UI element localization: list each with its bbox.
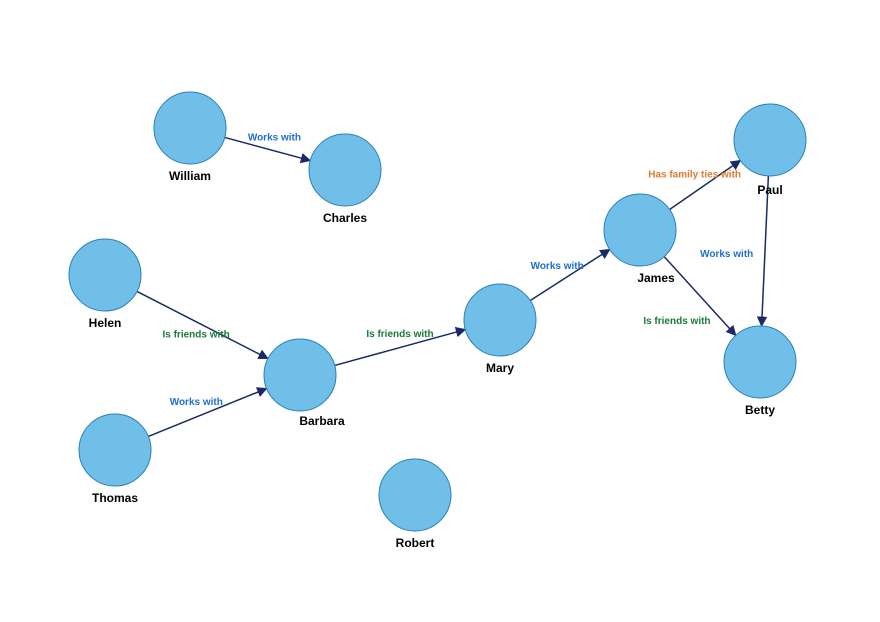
edge-james-paul xyxy=(670,160,741,209)
edge-label-william-charles: Works with xyxy=(248,133,301,144)
node-label-william: William xyxy=(169,169,211,183)
node-barbara[interactable] xyxy=(264,339,336,411)
node-label-charles: Charles xyxy=(323,211,367,225)
node-label-helen: Helen xyxy=(89,316,122,330)
node-label-betty: Betty xyxy=(745,403,775,417)
node-label-mary: Mary xyxy=(486,361,514,375)
node-charles[interactable] xyxy=(309,134,381,206)
node-mary[interactable] xyxy=(464,284,536,356)
node-paul[interactable] xyxy=(734,104,806,176)
node-label-james: James xyxy=(637,271,675,285)
node-label-barbara: Barbara xyxy=(299,414,345,428)
node-helen[interactable] xyxy=(69,239,141,311)
node-robert[interactable] xyxy=(379,459,451,531)
edge-label-james-betty: Is friends with xyxy=(643,316,710,327)
edge-label-helen-barbara: Is friends with xyxy=(162,329,229,340)
node-label-robert: Robert xyxy=(396,536,435,550)
node-james[interactable] xyxy=(604,194,676,266)
edge-thomas-barbara xyxy=(148,389,266,437)
edge-label-thomas-barbara: Works with xyxy=(170,397,223,408)
edge-label-paul-betty: Works with xyxy=(700,249,753,260)
edge-paul-betty xyxy=(762,176,769,326)
edge-helen-barbara xyxy=(137,291,268,358)
node-william[interactable] xyxy=(154,92,226,164)
node-thomas[interactable] xyxy=(79,414,151,486)
node-label-paul: Paul xyxy=(757,183,782,197)
node-label-thomas: Thomas xyxy=(92,491,138,505)
node-betty[interactable] xyxy=(724,326,796,398)
edge-label-barbara-mary: Is friends with xyxy=(366,329,433,340)
network-diagram: Works with Has family ties with Works with… xyxy=(0,0,880,622)
edge-mary-james xyxy=(530,249,609,300)
edge-label-mary-james: Works with xyxy=(531,261,584,272)
edge-label-james-paul: Has family ties with xyxy=(648,170,741,181)
